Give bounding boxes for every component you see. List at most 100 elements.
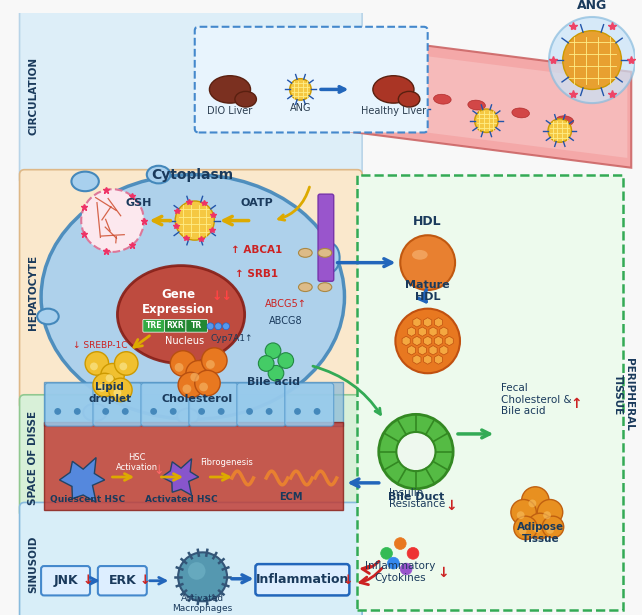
FancyBboxPatch shape	[164, 319, 186, 332]
Circle shape	[265, 343, 281, 359]
Circle shape	[175, 363, 184, 372]
Circle shape	[537, 499, 563, 525]
Circle shape	[223, 323, 229, 330]
Polygon shape	[310, 31, 631, 168]
Text: CIRCULATION: CIRCULATION	[28, 57, 39, 135]
Text: ANG: ANG	[290, 103, 311, 113]
Text: HSC
Activation: HSC Activation	[116, 453, 158, 472]
FancyBboxPatch shape	[98, 566, 147, 595]
Text: ABCG5↑: ABCG5↑	[265, 299, 307, 309]
Circle shape	[388, 557, 399, 569]
Circle shape	[150, 408, 157, 415]
FancyBboxPatch shape	[237, 383, 286, 426]
Ellipse shape	[318, 248, 332, 257]
Ellipse shape	[37, 309, 58, 324]
Circle shape	[294, 408, 301, 415]
Polygon shape	[318, 42, 627, 158]
Circle shape	[314, 408, 320, 415]
Circle shape	[108, 378, 132, 402]
Text: Insulin
Resistance: Insulin Resistance	[388, 488, 445, 509]
Ellipse shape	[318, 283, 332, 292]
Circle shape	[93, 373, 116, 397]
Ellipse shape	[299, 248, 312, 257]
Text: DIO Liver: DIO Liver	[207, 106, 252, 116]
Text: OATP: OATP	[240, 198, 273, 208]
Ellipse shape	[83, 403, 107, 421]
Circle shape	[528, 513, 553, 539]
Circle shape	[169, 408, 177, 415]
Ellipse shape	[556, 116, 573, 125]
FancyBboxPatch shape	[189, 383, 238, 426]
Circle shape	[258, 355, 274, 371]
Bar	[44, 422, 343, 510]
Text: Activated
Macrophages: Activated Macrophages	[173, 593, 232, 613]
Circle shape	[199, 383, 208, 391]
Circle shape	[218, 408, 225, 415]
Circle shape	[400, 563, 412, 575]
Circle shape	[522, 487, 549, 514]
Text: Inflammation: Inflammation	[256, 573, 349, 586]
Text: Inflammatory
Cytokines: Inflammatory Cytokines	[365, 561, 435, 583]
Text: ABCG8: ABCG8	[269, 316, 302, 327]
Circle shape	[542, 516, 564, 538]
Text: Bile acid: Bile acid	[247, 377, 300, 387]
Circle shape	[563, 31, 621, 89]
Ellipse shape	[147, 166, 170, 183]
FancyBboxPatch shape	[41, 566, 90, 595]
Text: JNK: JNK	[53, 574, 78, 587]
Circle shape	[528, 499, 536, 507]
Text: Nucleus: Nucleus	[166, 336, 205, 346]
Text: Cholesterol: Cholesterol	[161, 394, 232, 403]
Circle shape	[548, 119, 571, 142]
Circle shape	[407, 547, 419, 559]
Text: ↓ SREBP-1C: ↓ SREBP-1C	[73, 341, 127, 350]
Circle shape	[114, 352, 138, 375]
Circle shape	[517, 511, 525, 519]
FancyBboxPatch shape	[19, 8, 362, 184]
Polygon shape	[162, 459, 198, 495]
Circle shape	[246, 408, 253, 415]
Text: TRE: TRE	[145, 321, 162, 330]
Circle shape	[114, 389, 121, 397]
Text: Gene
Expression: Gene Expression	[142, 288, 214, 316]
FancyBboxPatch shape	[19, 502, 362, 615]
Circle shape	[106, 375, 114, 382]
FancyBboxPatch shape	[256, 564, 349, 595]
Circle shape	[381, 547, 392, 559]
Ellipse shape	[299, 283, 312, 292]
Ellipse shape	[71, 172, 99, 191]
Ellipse shape	[373, 76, 414, 103]
Circle shape	[534, 525, 541, 533]
Circle shape	[549, 17, 635, 103]
Text: GSH: GSH	[126, 198, 152, 208]
Circle shape	[55, 408, 61, 415]
Ellipse shape	[117, 266, 245, 363]
Circle shape	[74, 408, 81, 415]
Ellipse shape	[209, 76, 250, 103]
Circle shape	[195, 370, 220, 396]
Circle shape	[90, 362, 98, 370]
Circle shape	[215, 323, 221, 330]
Text: ↓↓: ↓↓	[212, 290, 232, 303]
FancyBboxPatch shape	[19, 170, 362, 410]
FancyBboxPatch shape	[195, 27, 428, 132]
Text: ↓: ↓	[83, 574, 93, 587]
Circle shape	[98, 384, 106, 392]
Circle shape	[396, 432, 435, 471]
Text: SPACE OF DISSE: SPACE OF DISSE	[28, 411, 39, 506]
Circle shape	[401, 97, 425, 121]
Text: Bile Duct: Bile Duct	[388, 493, 444, 502]
Text: Cyp7A1↑: Cyp7A1↑	[211, 334, 253, 343]
Text: Fecal
Cholesterol &
Bile acid: Fecal Cholesterol & Bile acid	[501, 383, 572, 416]
Text: Activated HSC: Activated HSC	[144, 496, 218, 504]
Text: Adipose
Tissue: Adipose Tissue	[517, 522, 564, 544]
Circle shape	[207, 323, 214, 330]
Ellipse shape	[177, 408, 198, 424]
Ellipse shape	[512, 108, 530, 118]
Circle shape	[85, 352, 108, 375]
Circle shape	[182, 384, 191, 394]
Text: ↓: ↓	[139, 574, 150, 587]
Circle shape	[102, 408, 109, 415]
Circle shape	[188, 562, 205, 580]
Text: ↑: ↑	[571, 397, 582, 411]
